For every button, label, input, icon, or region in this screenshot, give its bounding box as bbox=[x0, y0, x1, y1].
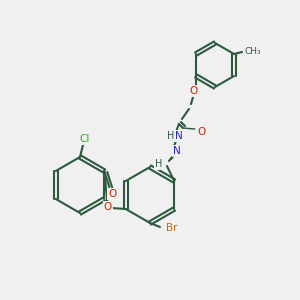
Text: H: H bbox=[167, 131, 175, 141]
Text: O: O bbox=[108, 189, 116, 199]
Text: O: O bbox=[103, 202, 112, 212]
Text: Br: Br bbox=[166, 223, 178, 233]
Text: O: O bbox=[190, 86, 198, 96]
Text: CH₃: CH₃ bbox=[244, 47, 261, 56]
Text: N: N bbox=[173, 146, 181, 156]
Text: Cl: Cl bbox=[80, 134, 90, 144]
Text: H: H bbox=[155, 159, 163, 169]
Text: N: N bbox=[175, 131, 183, 141]
Text: O: O bbox=[198, 127, 206, 137]
